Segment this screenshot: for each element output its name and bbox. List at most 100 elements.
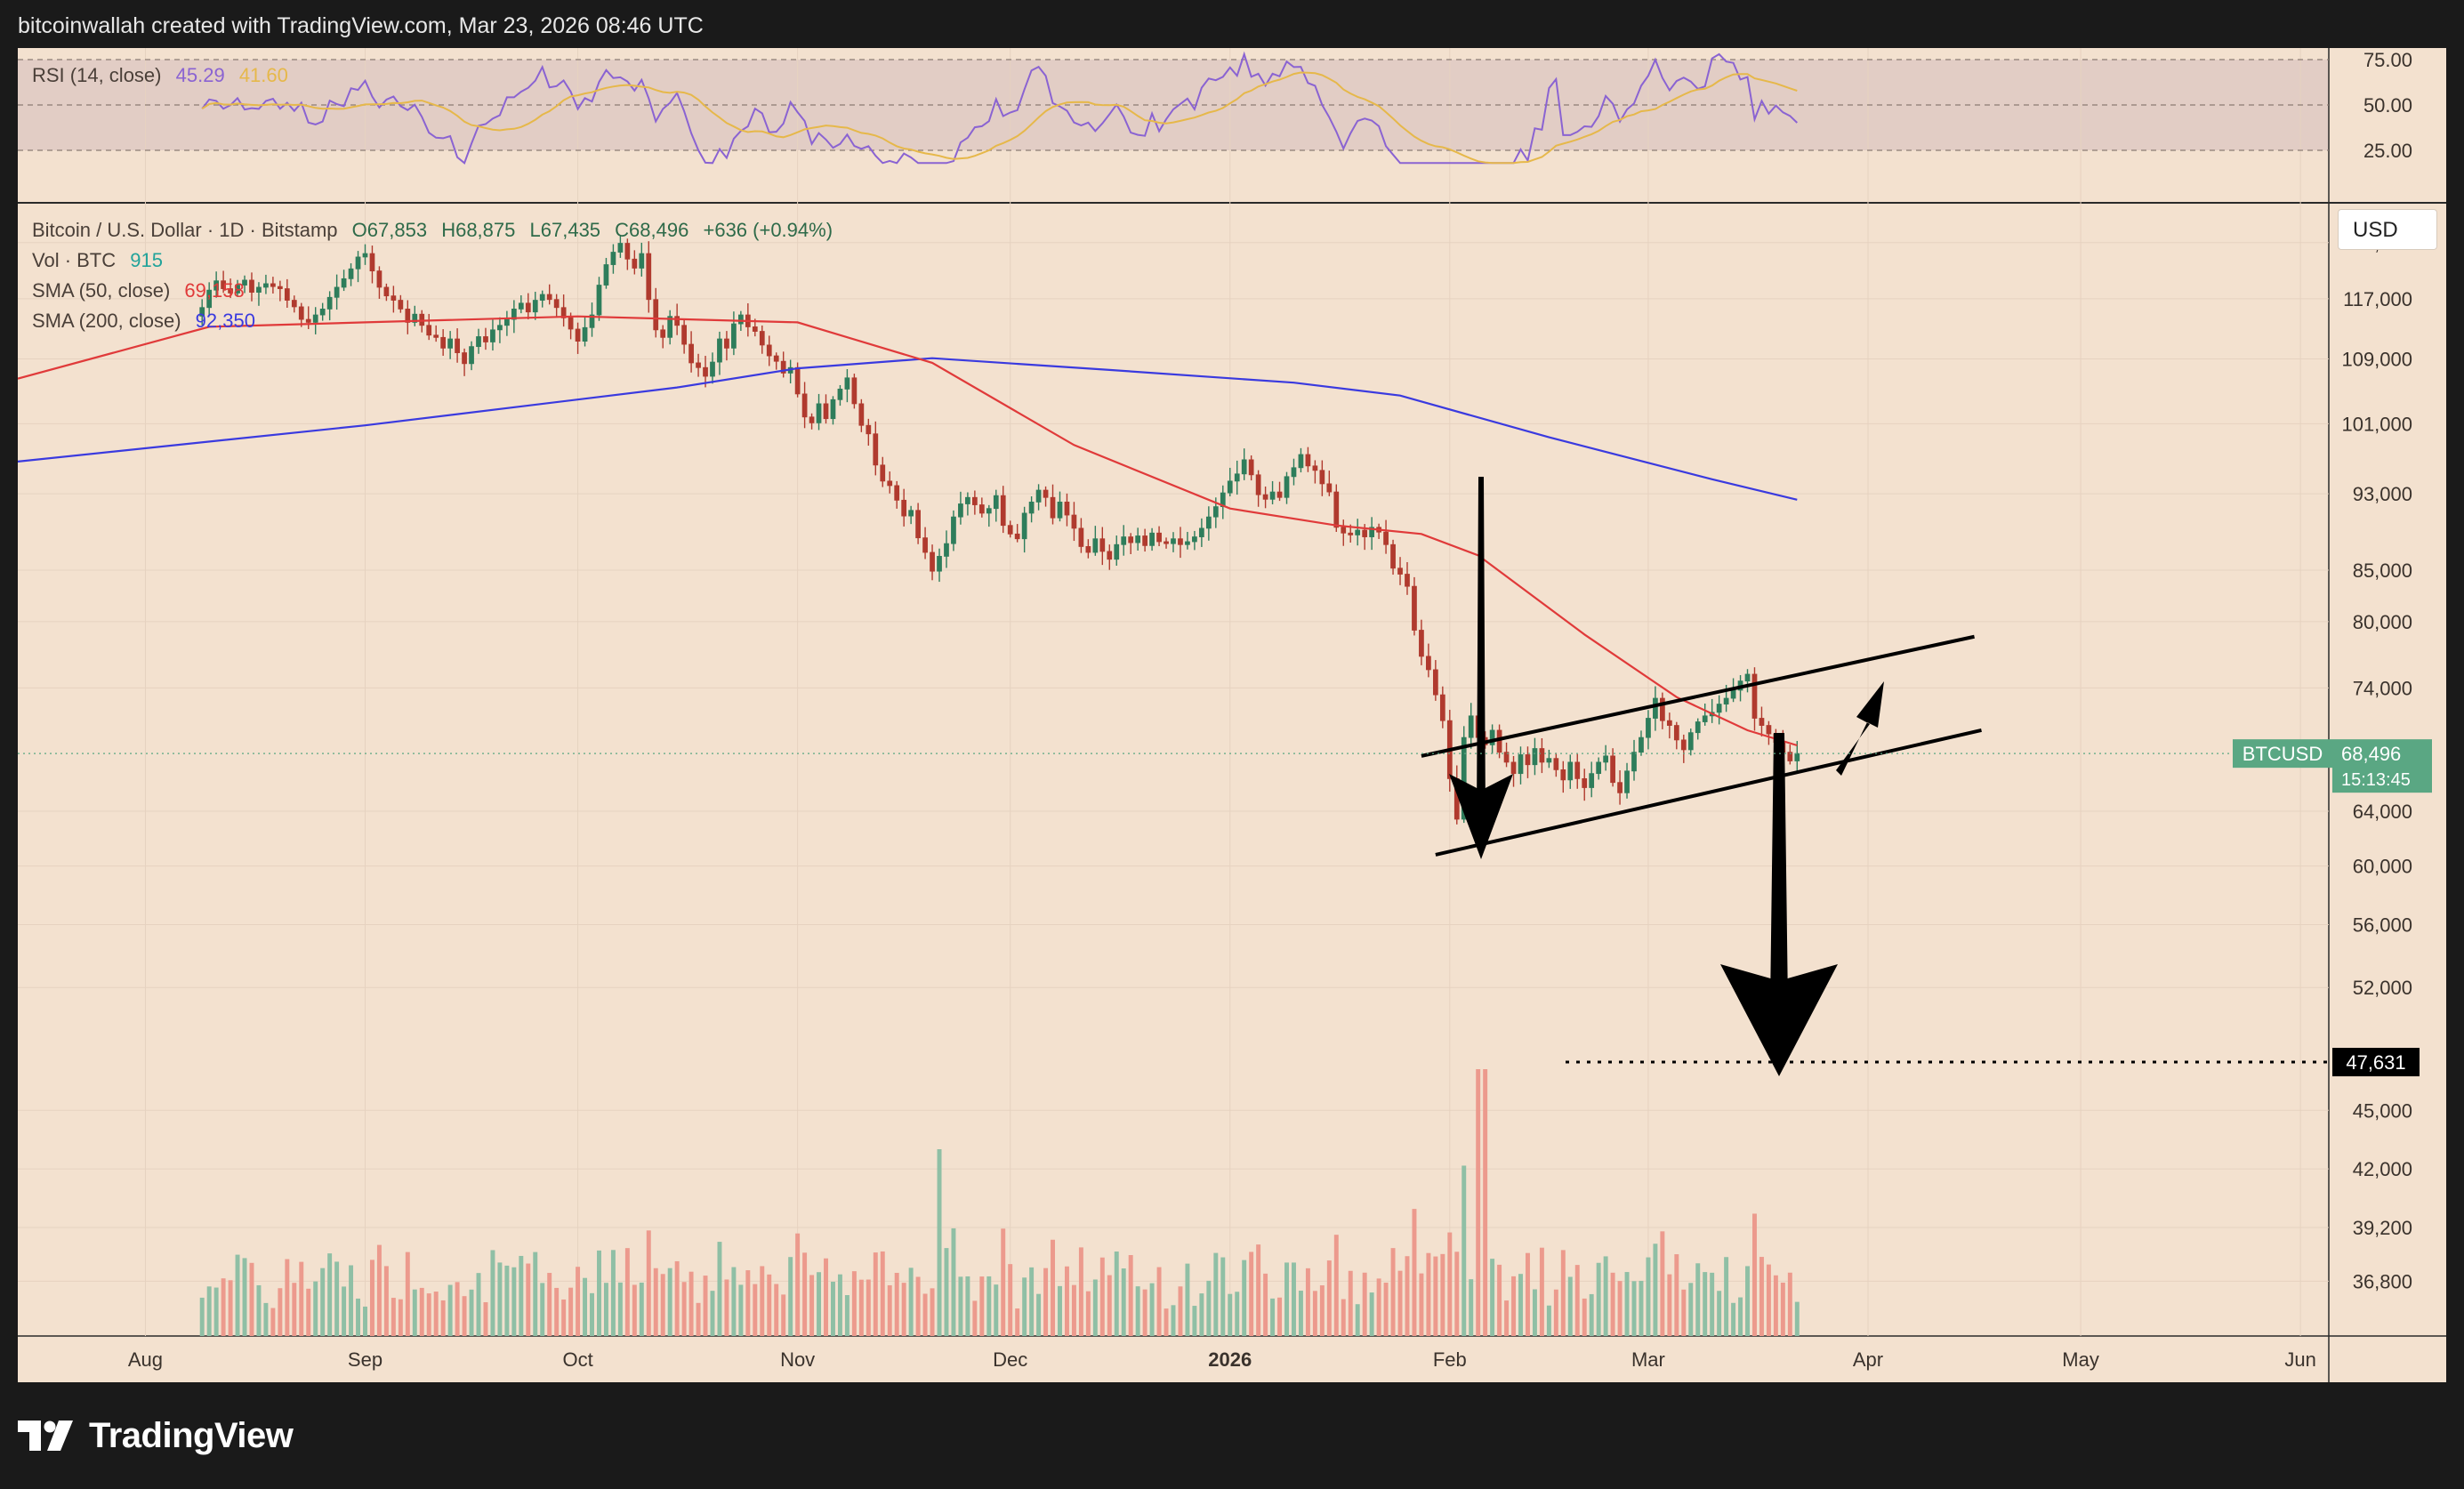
currency-button[interactable]: USD — [2338, 209, 2437, 250]
volume-bar — [1192, 1306, 1197, 1336]
volume-bar — [483, 1302, 488, 1336]
candle-body — [1000, 495, 1006, 527]
candle-body — [1596, 761, 1602, 775]
volume-bar — [256, 1284, 262, 1336]
volume-bar — [1653, 1244, 1658, 1336]
volume-bar — [455, 1282, 460, 1336]
candle-body — [532, 300, 538, 313]
volume-bar — [1064, 1266, 1069, 1336]
volume-bar — [1610, 1272, 1615, 1336]
candle-body — [1043, 489, 1049, 498]
last-price-box — [2332, 739, 2432, 793]
volume-bar — [1738, 1297, 1743, 1336]
volume-bar — [228, 1280, 233, 1336]
volume-bar — [1582, 1298, 1587, 1336]
sma200-value: 92,350 — [195, 310, 255, 332]
volume-bar — [199, 1297, 205, 1336]
volume-bar — [383, 1266, 389, 1336]
volume-bar — [1603, 1256, 1608, 1336]
price-axis-label: 36,800 — [2353, 1270, 2412, 1292]
price-axis-label: 109,000 — [2341, 349, 2412, 371]
candle-body — [291, 300, 297, 308]
candle-body — [391, 295, 397, 301]
volume-bar — [1326, 1260, 1332, 1336]
candle-body — [1560, 769, 1566, 781]
volume-bar — [1419, 1273, 1424, 1336]
volume-bar — [944, 1248, 949, 1336]
candle-body — [1028, 502, 1035, 514]
candle-body — [1156, 532, 1162, 543]
volume-bar — [1504, 1300, 1510, 1336]
volume-bar — [1355, 1304, 1360, 1336]
volume-bar — [1412, 1209, 1417, 1336]
candle-body — [1397, 567, 1403, 575]
candle-body — [1007, 525, 1013, 535]
volume-bar — [1731, 1302, 1736, 1336]
volume-bar — [795, 1233, 801, 1336]
time-axis-label: Dec — [993, 1348, 1027, 1371]
volume-bar — [858, 1279, 864, 1336]
candle-body — [206, 289, 213, 309]
candle-body — [525, 302, 531, 313]
volume-bar — [1433, 1256, 1438, 1336]
volume-bar — [745, 1270, 751, 1336]
candle-body — [1510, 761, 1517, 775]
volume-bar — [391, 1298, 396, 1336]
price-axis-label: 64,000 — [2353, 801, 2412, 823]
volume-bar — [1128, 1255, 1133, 1336]
candle-body — [426, 325, 432, 336]
candle-body — [639, 253, 645, 269]
candle-body — [1702, 715, 1708, 722]
candle-body — [1432, 669, 1438, 696]
ohlc-open: O67,853 — [351, 219, 428, 241]
candle-body — [993, 495, 999, 510]
candle-body — [880, 464, 886, 482]
price-axis-label: 74,000 — [2353, 677, 2412, 699]
candle-body — [823, 403, 829, 420]
candle-body — [915, 510, 921, 539]
volume-bar — [469, 1289, 474, 1336]
volume-bar — [1631, 1281, 1637, 1336]
volume-bar — [1078, 1247, 1083, 1336]
volume-label: Vol · BTC — [32, 249, 117, 271]
volume-bar — [1794, 1301, 1800, 1336]
candle-body — [341, 278, 347, 288]
volume-bar — [583, 1277, 588, 1336]
candle-body — [887, 480, 893, 487]
candle-body — [674, 316, 680, 326]
candle-body — [738, 314, 744, 325]
volume-bar — [1596, 1262, 1601, 1336]
candle-body — [1680, 739, 1687, 751]
volume-bar — [1497, 1264, 1502, 1336]
candle-body — [405, 309, 411, 323]
volume-bar — [1695, 1263, 1701, 1336]
candle-body — [1617, 782, 1623, 793]
time-axis-label: 2026 — [1208, 1348, 1252, 1371]
candle-body — [490, 329, 495, 342]
volume-bar — [419, 1287, 424, 1336]
volume-bar — [590, 1292, 594, 1336]
volume-bar — [1121, 1268, 1126, 1336]
volume-bar — [327, 1253, 333, 1336]
candle-body — [1071, 514, 1077, 529]
candle-body — [235, 285, 240, 294]
chart-canvas[interactable]: AugSepOctNovDec2026FebMarAprMayJun125,00… — [18, 48, 2446, 1382]
candle-body — [1092, 538, 1099, 553]
volume-bar — [603, 1283, 608, 1336]
candle-body — [398, 300, 404, 310]
volume-bar — [1171, 1305, 1176, 1336]
brand-footer: TradingView — [18, 1409, 294, 1462]
volume-bar — [646, 1230, 651, 1336]
volume-bar — [632, 1284, 637, 1336]
volume-bar — [540, 1283, 545, 1336]
candle-body — [1057, 502, 1063, 519]
candle-body — [1199, 527, 1204, 537]
price-axis-label: 52,000 — [2353, 977, 2412, 999]
volume-bar — [965, 1276, 970, 1336]
volume-bar — [342, 1286, 347, 1336]
price-axis-label: 45,000 — [2353, 1099, 2412, 1122]
volume-bar — [263, 1302, 269, 1336]
rsi-ma-value: 41.60 — [238, 64, 288, 86]
volume-bar — [1787, 1272, 1792, 1336]
price-axis-label: 60,000 — [2353, 856, 2412, 878]
